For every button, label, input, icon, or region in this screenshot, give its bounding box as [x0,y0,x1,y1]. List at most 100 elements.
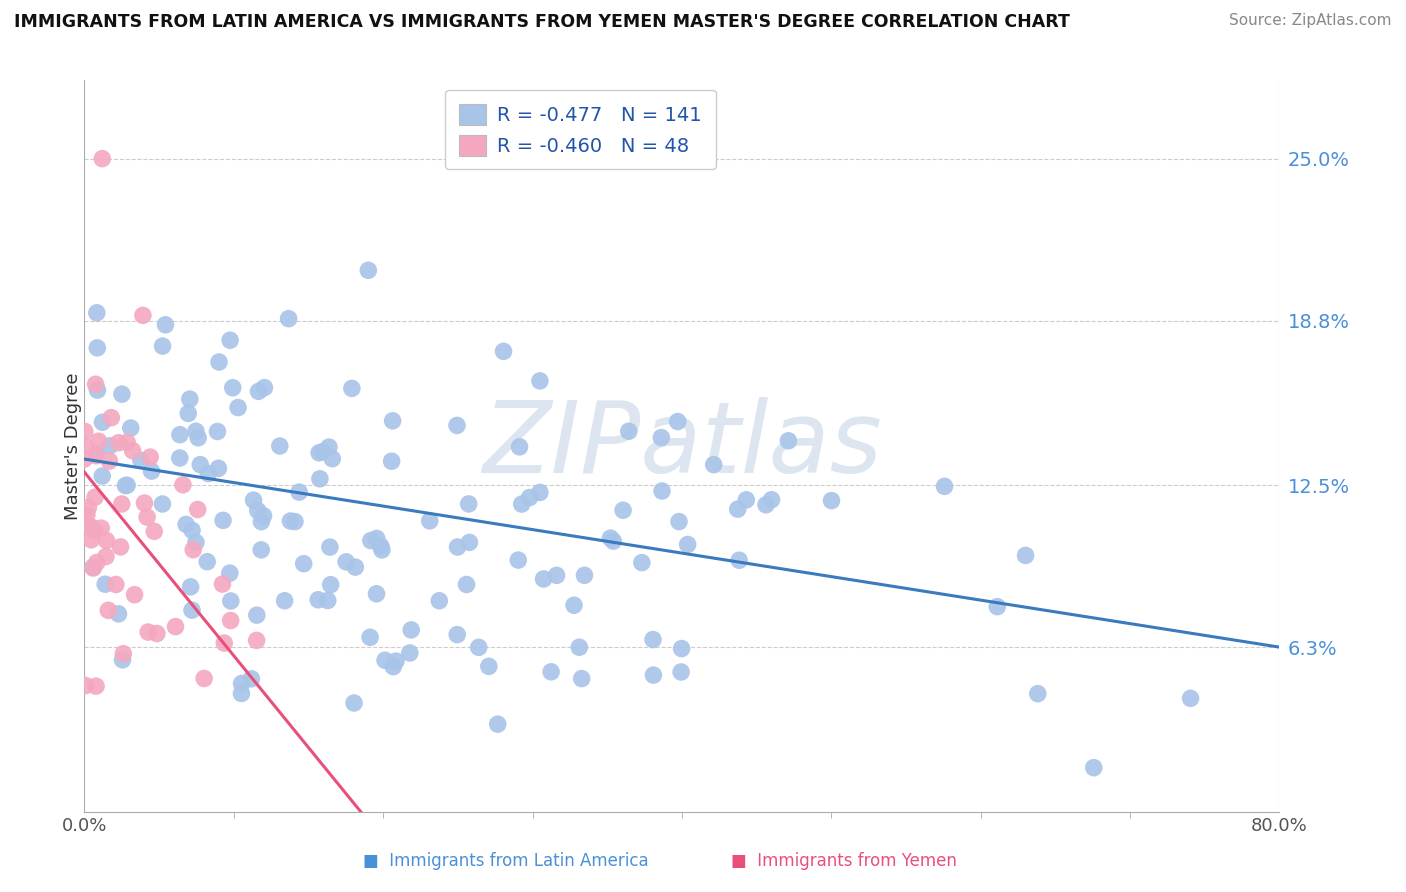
Point [671,641,693,656]
Point [292,557,315,571]
Point [222,381,245,395]
Point [172,477,194,491]
Point [132,309,155,323]
Point [107,607,129,621]
Point [486,717,509,731]
Point [180,580,202,594]
Point [288,485,311,500]
Point [284,515,307,529]
Point [136,510,159,524]
Point [212,513,235,527]
Point [94,577,117,591]
Point [398,646,420,660]
Point [508,553,530,567]
Point [562,599,585,613]
Point [492,344,515,359]
Text: ■  Immigrants from Latin America: ■ Immigrants from Latin America [363,852,650,870]
Point [540,665,562,679]
Point [211,577,233,591]
Point [529,374,551,388]
Point [273,593,295,607]
Point [86,341,108,355]
Point [86,383,108,397]
Point [571,672,593,686]
Point [761,492,783,507]
Point [104,577,127,591]
Point [458,535,481,549]
Point [419,514,441,528]
Point [174,517,197,532]
Text: ■  Immigrants from Yemen: ■ Immigrants from Yemen [731,852,956,870]
Point [82,560,104,574]
Point [124,588,146,602]
Point [181,542,204,557]
Point [231,686,253,700]
Point [195,555,218,569]
Point [80,533,103,547]
Point [247,384,270,399]
Point [177,406,200,420]
Point [446,418,468,433]
Point [318,440,340,454]
Point [219,333,242,347]
Point [139,450,162,464]
Point [115,435,138,450]
Point [252,508,274,523]
Point [91,415,114,429]
Point [120,421,142,435]
Point [226,401,249,415]
Point [214,636,236,650]
Point [1083,761,1105,775]
Point [467,640,489,655]
Point [87,434,110,449]
Point [184,424,207,438]
Point [374,653,396,667]
Point [94,549,117,564]
Point [1180,691,1202,706]
Point [366,587,388,601]
Point [82,561,104,575]
Point [110,540,132,554]
Point [344,560,367,574]
Point [165,619,187,633]
Point [179,392,201,406]
Point [546,568,568,582]
Point [319,577,342,591]
Point [84,449,107,463]
Y-axis label: Master's Degree: Master's Degree [65,372,82,520]
Point [208,355,231,369]
Point [533,572,555,586]
Point [728,553,751,567]
Text: ZIPatlas: ZIPatlas [482,398,882,494]
Point [84,490,107,504]
Point [669,665,692,679]
Point [240,672,263,686]
Point [676,537,699,551]
Point [121,443,143,458]
Point [399,623,422,637]
Point [778,434,800,448]
Point [277,311,299,326]
Point [427,593,450,607]
Point [617,424,640,438]
Point [112,647,135,661]
Point [340,381,363,395]
Point [197,467,219,481]
Point [370,539,392,553]
Point [456,577,478,591]
Point [510,497,533,511]
Point [91,469,114,483]
Point [246,633,269,648]
Point [184,535,207,549]
Point [169,427,191,442]
Point [382,659,405,673]
Text: Source: ZipAtlas.com: Source: ZipAtlas.com [1229,13,1392,29]
Point [82,520,104,534]
Point [650,431,672,445]
Point [219,614,242,628]
Point [107,435,129,450]
Point [612,503,634,517]
Point [735,492,758,507]
Point [446,627,468,641]
Point [97,603,120,617]
